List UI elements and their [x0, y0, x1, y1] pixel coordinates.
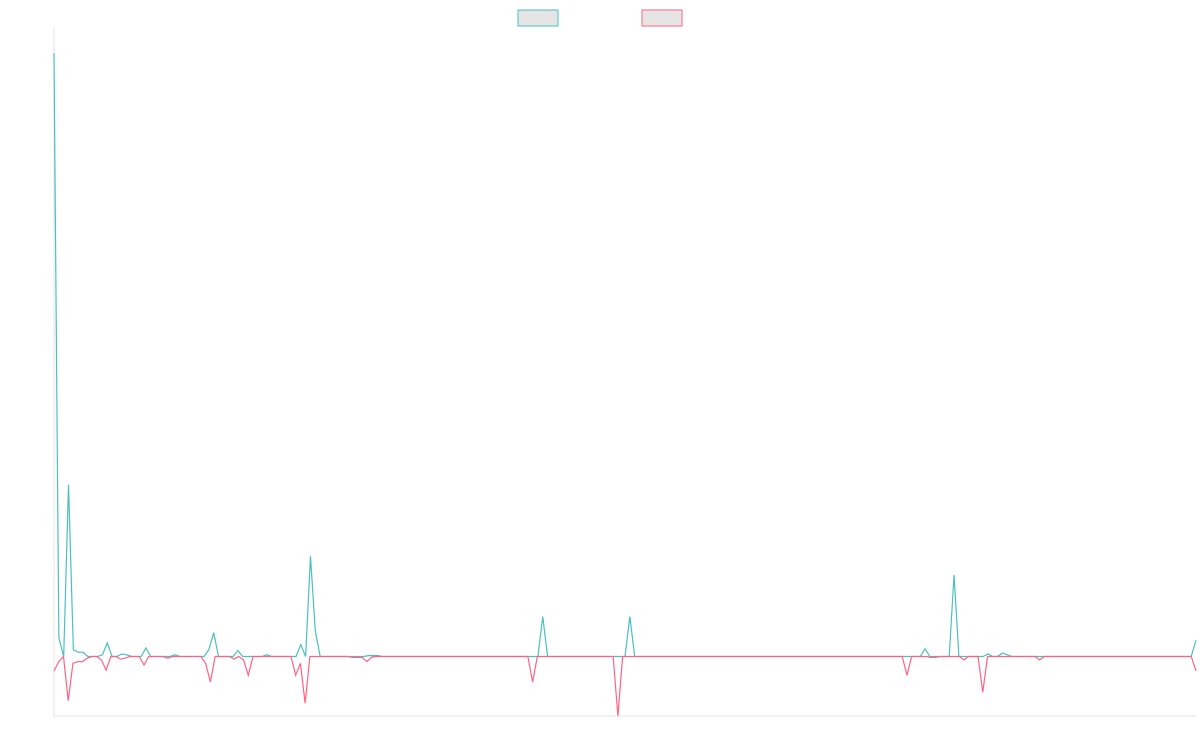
- legend-swatch-2[interactable]: [641, 9, 683, 27]
- series-line-2: [53, 655, 1197, 717]
- legend-swatch-1[interactable]: [517, 9, 559, 27]
- legend[interactable]: [517, 9, 683, 27]
- series-lines: [53, 52, 1197, 717]
- chart-axes: [53, 28, 1196, 717]
- series-line-1: [53, 52, 1197, 658]
